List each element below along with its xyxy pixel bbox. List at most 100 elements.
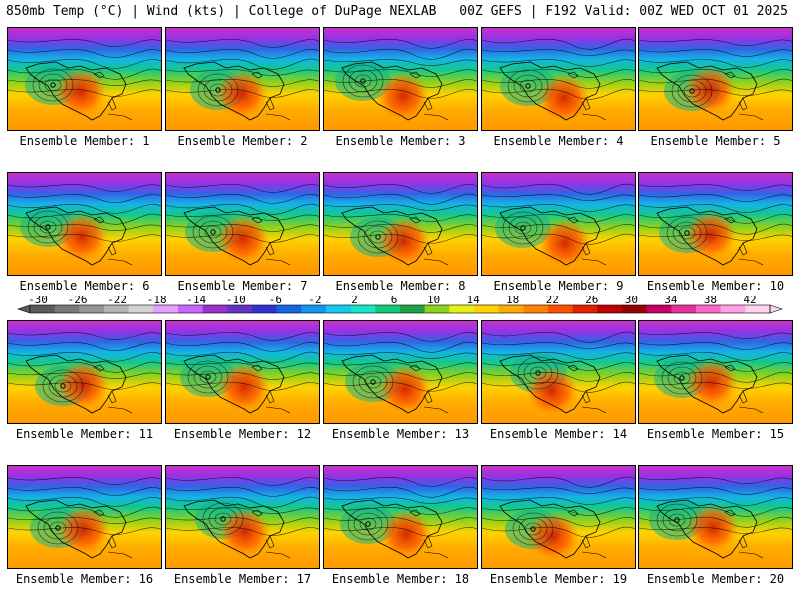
colorbar-segment — [572, 305, 598, 313]
coastline — [25, 61, 127, 121]
low-center — [60, 383, 66, 389]
heat-dome — [219, 508, 271, 556]
colorbar-segment — [424, 305, 450, 313]
member-label: Ensemble Member: 11 — [15, 427, 154, 441]
colorbar-segment — [375, 305, 401, 313]
colorbar-tick-label: 18 — [506, 296, 519, 306]
temperature-field — [639, 173, 792, 275]
colorbar-segment — [79, 305, 105, 313]
temperature-field — [166, 321, 319, 423]
temperature-colorbar: -30 -26 -22 -18 -14 -10 -6 -2 2 6 10 14 18 22 26 30 34 38… — [17, 296, 783, 314]
colorbar-tick-label: 14 — [466, 296, 480, 306]
low-center — [220, 516, 226, 522]
low-center — [370, 379, 376, 385]
temperature-field — [8, 173, 161, 275]
ensemble-member-map — [481, 465, 636, 569]
low-center — [215, 87, 221, 93]
colorbar-tick-label: -2 — [308, 296, 321, 306]
member-label: Ensemble Member: 6 — [19, 279, 150, 293]
colorbar-segment — [474, 305, 500, 313]
colorbar-segment — [745, 305, 771, 313]
ensemble-member-map — [323, 172, 478, 276]
ensemble-member-map — [165, 465, 320, 569]
colorbar-segment — [326, 305, 352, 313]
member-label: Ensemble Member: 19 — [489, 572, 628, 586]
colorbar-segment — [301, 305, 327, 313]
low-center — [365, 521, 371, 527]
temperature-field — [8, 321, 161, 423]
heat-dome — [527, 512, 579, 560]
colorbar-tick-label: 38 — [704, 296, 717, 306]
member-label: Ensemble Member: 12 — [173, 427, 312, 441]
temperature-field — [639, 321, 792, 423]
member-label: Ensemble Member: 9 — [493, 279, 624, 293]
colorbar-tick-label: 26 — [585, 296, 598, 306]
temperature-field — [166, 28, 319, 130]
member-label: Ensemble Member: 20 — [646, 572, 785, 586]
colorbar-tick-label: 42 — [743, 296, 756, 306]
colorbar-segment — [646, 305, 672, 313]
colorbar-tick-label: -6 — [269, 296, 282, 306]
heat-dome — [56, 213, 108, 261]
colorbar-tick-label: -22 — [107, 296, 127, 306]
colorbar-segment — [622, 305, 648, 313]
ensemble-member-map — [638, 320, 793, 424]
heat-dome — [218, 363, 270, 411]
page-title: 850mb Temp (°C) | Wind (kts) | College o… — [6, 4, 437, 19]
colorbar-segment — [671, 305, 697, 313]
low-center — [520, 225, 526, 231]
colorbar-segment — [449, 305, 475, 313]
member-label: Ensemble Member: 8 — [335, 279, 466, 293]
colorbar-segment — [128, 305, 154, 313]
ensemble-member-map — [323, 465, 478, 569]
temperature-field — [639, 28, 792, 130]
ensemble-member-map — [323, 27, 478, 131]
temperature-field — [166, 466, 319, 568]
low-center — [360, 78, 366, 84]
member-label: Ensemble Member: 13 — [331, 427, 470, 441]
coastline — [183, 499, 285, 559]
low-center — [530, 526, 536, 532]
temperature-field — [482, 28, 635, 130]
heat-dome — [217, 215, 269, 263]
coastline — [656, 499, 758, 559]
heat-dome — [539, 219, 591, 267]
member-label: Ensemble Member: 17 — [173, 572, 312, 586]
member-label: Ensemble Member: 2 — [177, 134, 308, 148]
coastline — [499, 61, 601, 121]
colorbar-tick-label: -30 — [28, 296, 48, 306]
temperature-field — [8, 466, 161, 568]
temperature-field — [482, 466, 635, 568]
coastline — [341, 206, 443, 266]
coastline — [25, 206, 127, 266]
coastline — [499, 354, 601, 414]
heat-dome — [378, 217, 430, 265]
member-label: Ensemble Member: 15 — [646, 427, 785, 441]
colorbar-segment — [227, 305, 253, 313]
colorbar-segment — [523, 305, 549, 313]
low-center — [50, 82, 56, 88]
ensemble-member-map — [638, 27, 793, 131]
ensemble-member-map — [165, 172, 320, 276]
temperature-field — [324, 28, 477, 130]
colorbar-segment — [597, 305, 623, 313]
colorbar-tick-label: 6 — [391, 296, 398, 306]
low-center — [45, 224, 51, 230]
low-center — [210, 229, 216, 235]
ensemble-member-map — [165, 320, 320, 424]
ensemble-member-map — [165, 27, 320, 131]
coastline — [341, 354, 443, 414]
cold-pocket — [335, 61, 391, 101]
temperature-field — [482, 321, 635, 423]
ensemble-member-map — [7, 172, 162, 276]
low-center — [375, 234, 381, 240]
heat-dome — [216, 70, 268, 118]
colorbar-tick-label: 22 — [546, 296, 559, 306]
coastline — [183, 206, 285, 266]
heat-dome — [377, 72, 429, 120]
ensemble-member-map — [7, 27, 162, 131]
colorbar-tick-label: 10 — [427, 296, 440, 306]
ensemble-member-map — [638, 172, 793, 276]
colorbar-segment — [350, 305, 376, 313]
colorbar-segment — [252, 305, 278, 313]
